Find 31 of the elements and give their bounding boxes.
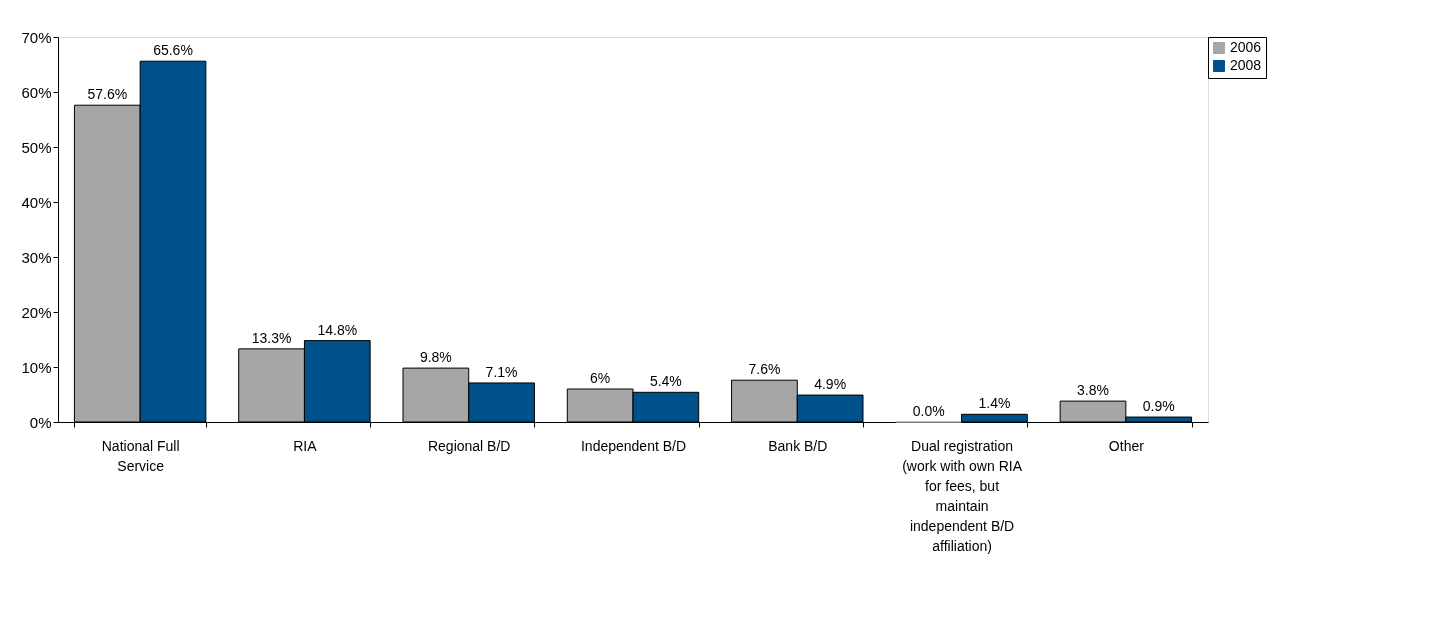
data-label: 1.4% (978, 395, 1011, 412)
data-label: 4.9% (814, 376, 847, 393)
x-tick-label: National Full Service (101, 437, 180, 474)
data-label: 6% (590, 370, 611, 386)
data-label: 7.6% (748, 361, 781, 378)
y-tick-label: 20% (21, 303, 52, 321)
data-label: 3.8% (1077, 382, 1109, 399)
data-label: 0.9% (1142, 398, 1175, 415)
data-label: 13.3% (251, 329, 292, 346)
x-tick-label: Bank B/D (768, 437, 828, 454)
x-tick-label: Other (1108, 437, 1145, 454)
y-tick-label: 60% (21, 83, 52, 101)
x-tick-label: RIA (293, 437, 318, 454)
x-tick-label: Regional B/D (427, 437, 511, 454)
y-tick-label: 50% (21, 138, 52, 156)
data-label: 0.0% (912, 403, 945, 419)
y-tick-label: 30% (21, 248, 52, 266)
legend-label: 2006 (1230, 39, 1262, 55)
data-label: 7.1% (485, 363, 518, 380)
data-label: 57.6% (87, 86, 128, 103)
y-tick-label: 40% (21, 193, 52, 211)
data-label: 9.8% (419, 349, 452, 366)
legend-label: 2008 (1230, 57, 1262, 73)
data-label: 65.6% (153, 42, 193, 59)
data-label: 14.8% (317, 321, 358, 338)
x-tick-label: Independent B/D (580, 437, 687, 454)
y-tick-label: 0% (29, 413, 52, 431)
data-label: 5.4% (649, 373, 682, 390)
y-tick-label: 10% (21, 358, 52, 376)
x-tick-label: Dual registration (work with own RIA for fees, but maintain independent B/D affiliation) (902, 437, 1023, 554)
y-tick-label: 70% (21, 28, 52, 46)
